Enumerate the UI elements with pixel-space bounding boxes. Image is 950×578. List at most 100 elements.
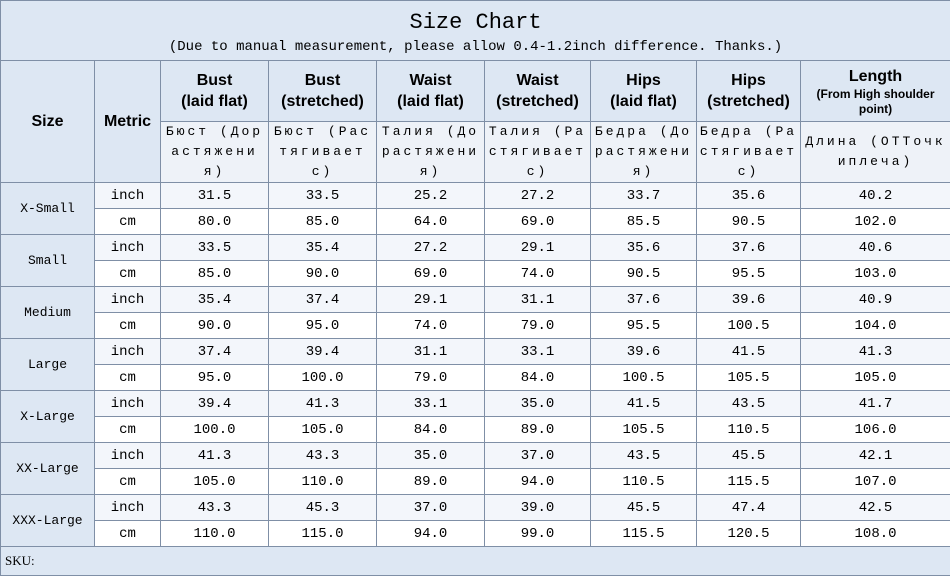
header-detail: (laid flat) — [610, 93, 677, 110]
data-row: cm 90.0 95.0 74.0 79.0 95.5 100.5 104.0 — [1, 312, 950, 339]
value-cell: 33.7 — [590, 182, 697, 209]
header-cell: Size — [0, 60, 95, 183]
value-cell: 74.0 — [484, 260, 591, 287]
header-cell: Bust (laid flat) — [160, 60, 269, 122]
value-cell: 35.0 — [376, 442, 485, 469]
header-title: Hips — [731, 72, 766, 89]
size-cell: X-Small — [0, 182, 95, 235]
data-row: cm 80.0 85.0 64.0 69.0 85.5 90.5 102.0 — [1, 208, 950, 235]
value-cell: 106.0 — [799, 416, 950, 443]
value-cell: 85.5 — [590, 208, 697, 235]
value-cell: 39.4 — [160, 390, 269, 417]
value-cell: 100.0 — [268, 364, 377, 391]
size-cell: XX-Large — [0, 442, 95, 495]
subheader-cell: Талия (Растягиваетс) — [484, 121, 591, 183]
header-title: Length — [848, 67, 903, 85]
value-cell: 35.0 — [484, 390, 591, 417]
header-title: Bust — [304, 72, 341, 89]
value-cell: 45.5 — [590, 494, 697, 521]
header-detail: (stretched) — [707, 93, 790, 110]
value-cell: 27.2 — [484, 182, 591, 209]
value-cell: 41.3 — [268, 390, 377, 417]
title-cell: Size Chart (Due to manual measurement, p… — [0, 0, 950, 61]
value-cell: 47.4 — [696, 494, 801, 521]
metric-cell: inch — [94, 390, 161, 417]
subheader-cell: Длина (ОТТочкиплеча) — [799, 121, 950, 183]
value-cell: 39.0 — [484, 494, 591, 521]
data-row: cm 100.0 105.0 84.0 89.0 105.5 110.5 106.0 — [1, 416, 950, 443]
value-cell: 90.5 — [696, 208, 801, 235]
header-title: Waist — [516, 72, 559, 89]
value-cell: 105.5 — [590, 416, 697, 443]
value-cell: 41.5 — [590, 390, 697, 417]
value-cell: 41.5 — [696, 338, 801, 365]
value-cell: 35.4 — [268, 234, 377, 261]
value-cell: 120.5 — [696, 520, 801, 547]
value-cell: 110.0 — [160, 520, 269, 547]
value-cell: 37.4 — [268, 286, 377, 313]
value-cell: 39.6 — [590, 338, 697, 365]
value-cell: 37.0 — [376, 494, 485, 521]
size-cell: XXX-Large — [0, 494, 95, 547]
size-cell: Large — [0, 338, 95, 391]
value-cell: 108.0 — [799, 520, 950, 547]
value-cell: 90.0 — [268, 260, 377, 287]
metric-cell: cm — [94, 364, 161, 391]
header-title: Hips — [626, 72, 661, 89]
value-cell: 37.0 — [484, 442, 591, 469]
value-cell: 79.0 — [484, 312, 591, 339]
value-cell: 42.5 — [799, 494, 950, 521]
data-row: X-Small inch 31.5 33.5 25.2 27.2 33.7 35.6 40.2 — [0, 182, 950, 235]
value-cell: 79.0 — [376, 364, 485, 391]
value-cell: 99.0 — [484, 520, 591, 547]
metric-cell: cm — [94, 416, 161, 443]
value-cell: 115.5 — [590, 520, 697, 547]
value-cell: 89.0 — [376, 468, 485, 495]
value-cell: 69.0 — [484, 208, 591, 235]
header-cell: Hips (stretched) — [696, 60, 801, 122]
value-cell: 115.0 — [268, 520, 377, 547]
value-cell: 104.0 — [799, 312, 950, 339]
value-cell: 103.0 — [799, 260, 950, 287]
value-cell: 115.5 — [696, 468, 801, 495]
header-row: Size Metric Bust (laid flat) Bust (stretched)… — [0, 60, 950, 183]
value-cell: 31.1 — [376, 338, 485, 365]
metric-cell: cm — [94, 520, 161, 547]
metric-cell: inch — [94, 338, 161, 365]
value-cell: 95.0 — [160, 364, 269, 391]
value-cell: 105.0 — [799, 364, 950, 391]
data-row: XXX-Large inch 43.3 45.3 37.0 39.0 45.5 47.4 42.… — [0, 494, 950, 547]
value-cell: 105.0 — [268, 416, 377, 443]
value-cell: 105.5 — [696, 364, 801, 391]
data-row: cm 85.0 90.0 69.0 74.0 90.5 95.5 103.0 — [1, 260, 950, 287]
value-cell: 33.1 — [376, 390, 485, 417]
value-cell: 95.0 — [268, 312, 377, 339]
value-cell: 35.4 — [160, 286, 269, 313]
value-cell: 27.2 — [376, 234, 485, 261]
value-cell: 31.5 — [160, 182, 269, 209]
value-cell: 33.5 — [160, 234, 269, 261]
value-cell: 33.5 — [268, 182, 377, 209]
value-cell: 69.0 — [376, 260, 485, 287]
subheader-row: Бюст (Дорастяжения) Бюст (Растягиваетс) Та… — [1, 121, 950, 183]
header-cell: Waist (laid flat) — [376, 60, 485, 122]
header-detail: (stretched) — [281, 93, 364, 110]
metric-cell: inch — [94, 442, 161, 469]
subtitle: (Due to manual measurement, please allow… — [168, 39, 783, 55]
subheader-cell: Бедра (Дорастяжения) — [590, 121, 697, 183]
value-cell: 41.3 — [799, 338, 950, 365]
size-cell: Medium — [0, 286, 95, 339]
footer-row: SKU: — [0, 546, 950, 576]
metric-cell: cm — [94, 208, 161, 235]
value-cell: 80.0 — [160, 208, 269, 235]
value-cell: 35.6 — [696, 182, 801, 209]
value-cell: 89.0 — [484, 416, 591, 443]
header-cell: Length (From High shoulder point) — [799, 60, 950, 122]
header-title: Metric — [103, 113, 152, 130]
value-cell: 37.6 — [590, 286, 697, 313]
value-cell: 95.5 — [590, 312, 697, 339]
value-cell: 41.3 — [160, 442, 269, 469]
value-cell: 100.0 — [160, 416, 269, 443]
metric-cell: inch — [94, 234, 161, 261]
